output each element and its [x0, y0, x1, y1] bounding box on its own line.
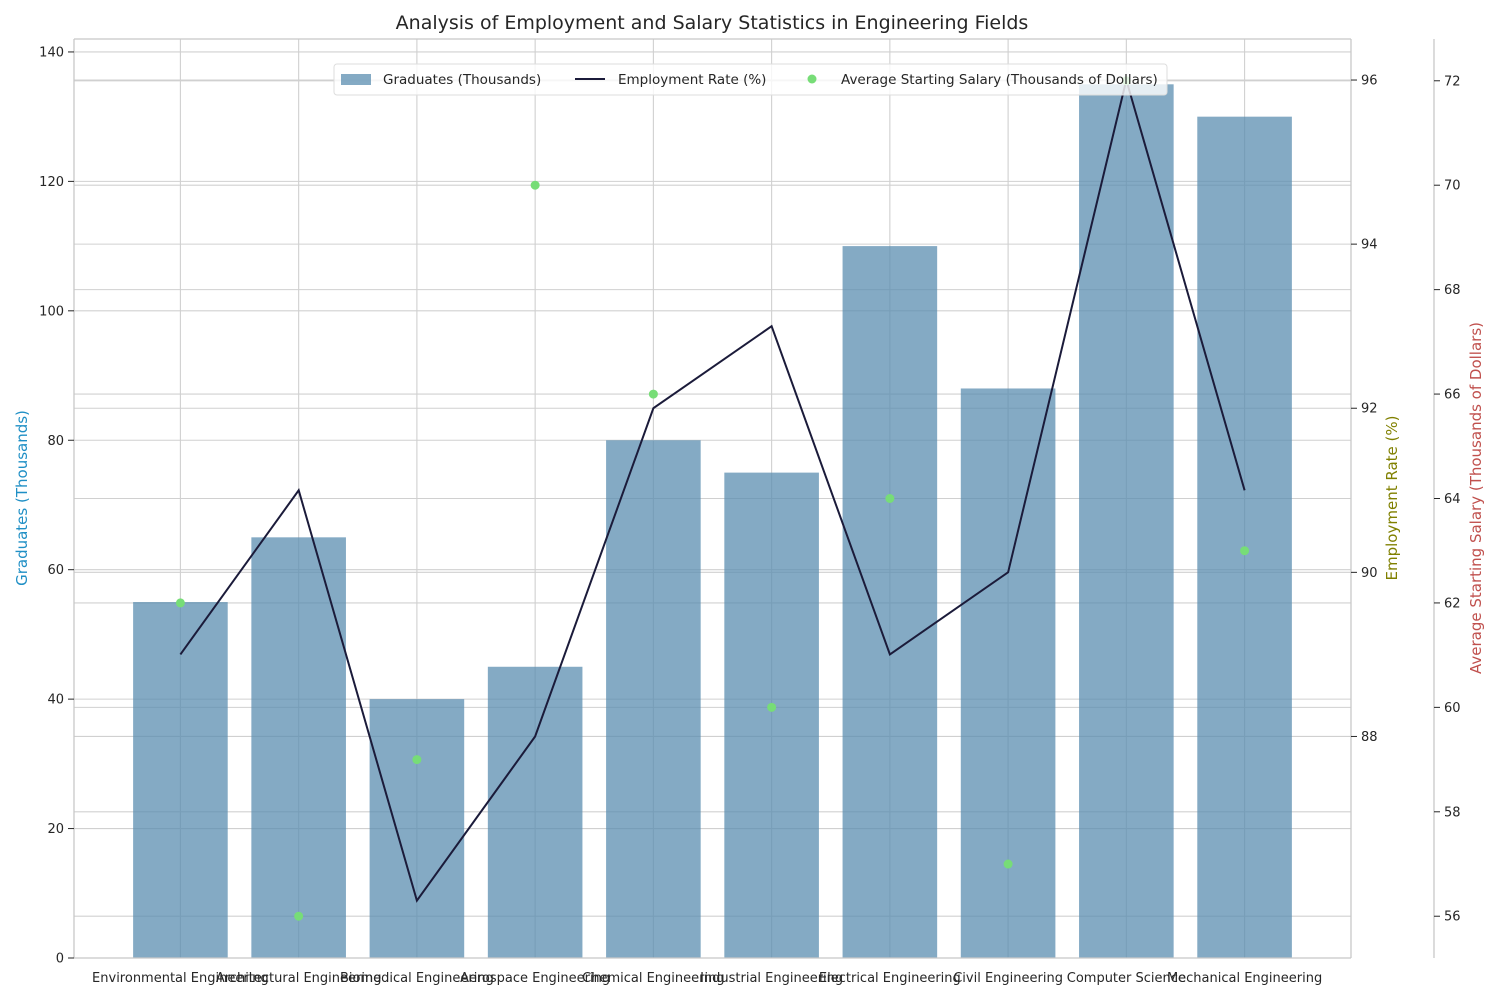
right-axis-label-employment: Employment Rate (%): [1383, 416, 1401, 581]
left-tick-label: 40: [47, 693, 64, 708]
axis-ticks: 0 20 40 60 80 100 120 140 88 90 92 94 96 56 58 60 62 64 66…: [39, 45, 1460, 986]
salary-tick-label: 58: [1444, 805, 1461, 820]
legend-box: [333, 63, 1168, 96]
bar: [1197, 116, 1292, 958]
legend-swatch-salary: [807, 74, 817, 84]
right-axis-label-salary: Average Starting Salary (Thousands of Do…: [1467, 322, 1485, 674]
salary-point: [767, 702, 777, 712]
left-tick-label: 120: [39, 175, 64, 190]
employment-rate-line: [179, 76, 1246, 903]
category-tick-label: Environmental Engineering: [92, 971, 269, 986]
salary-tick-label: 70: [1444, 179, 1461, 194]
legend-label-employment: Employment Rate (%): [618, 72, 766, 88]
bar: [960, 388, 1056, 958]
chart-title: Analysis of Employment and Salary Statis…: [396, 12, 1029, 34]
salary-tick-label: 56: [1444, 910, 1461, 925]
salary-point: [294, 911, 304, 921]
line-series: [179, 76, 1246, 903]
right-tick-label: 88: [1361, 730, 1378, 745]
left-tick-label: 60: [47, 563, 64, 578]
salary-point: [648, 389, 658, 399]
salary-tick-label: 66: [1444, 388, 1461, 403]
category-tick-label: Biomedical Engineering: [340, 971, 494, 986]
legend-label-graduates: Graduates (Thousands): [383, 72, 541, 88]
left-tick-label: 20: [47, 822, 64, 837]
left-tick-label: 140: [39, 45, 64, 60]
salary-point: [885, 494, 895, 503]
right-tick-label: 94: [1361, 238, 1378, 253]
bar: [369, 699, 465, 958]
salary-tick-label: 62: [1444, 596, 1461, 611]
category-tick-label: Computer Science: [1067, 971, 1186, 986]
right-tick-label: 90: [1361, 566, 1378, 581]
category-tick-label: Mechanical Engineering: [1167, 971, 1322, 986]
salary-point: [1240, 546, 1250, 556]
category-tick-label: Chemical Engineering: [582, 971, 724, 986]
left-axis-label: Graduates (Thousands): [13, 410, 31, 586]
salary-tick-label: 64: [1444, 492, 1461, 507]
legend-swatch-graduates: [341, 74, 371, 85]
bar: [251, 537, 346, 958]
salary-point: [530, 180, 540, 190]
left-tick-label: 0: [56, 952, 64, 967]
left-tick-label: 100: [39, 304, 64, 319]
category-tick-label: Electrical Engineering: [819, 971, 961, 986]
bar: [606, 440, 701, 958]
category-tick-label: Architectural Engineering: [216, 971, 382, 986]
salary-point: [412, 755, 422, 765]
category-tick-label: Aerospace Engineering: [460, 971, 610, 986]
bar: [487, 666, 583, 958]
bar: [842, 246, 938, 959]
category-tick-label: Civil Engineering: [953, 971, 1063, 986]
category-tick-label: Industrial Engineering: [700, 971, 843, 986]
bar: [724, 472, 819, 958]
salary-point: [175, 598, 185, 608]
right-tick-label: 92: [1361, 402, 1378, 417]
bar-series: [133, 84, 1292, 959]
salary-tick-label: 72: [1444, 74, 1461, 89]
legend: Graduates (Thousands) Employment Rate (%…: [333, 63, 1168, 96]
salary-point: [1003, 859, 1013, 869]
salary-tick-label: 60: [1444, 701, 1461, 716]
salary-tick-label: 68: [1444, 283, 1461, 298]
right-tick-label: 96: [1361, 74, 1378, 89]
legend-label-salary: Average Starting Salary (Thousands of Do…: [841, 72, 1158, 88]
bar: [133, 602, 228, 958]
left-tick-label: 80: [47, 434, 64, 449]
bar: [1079, 84, 1174, 959]
